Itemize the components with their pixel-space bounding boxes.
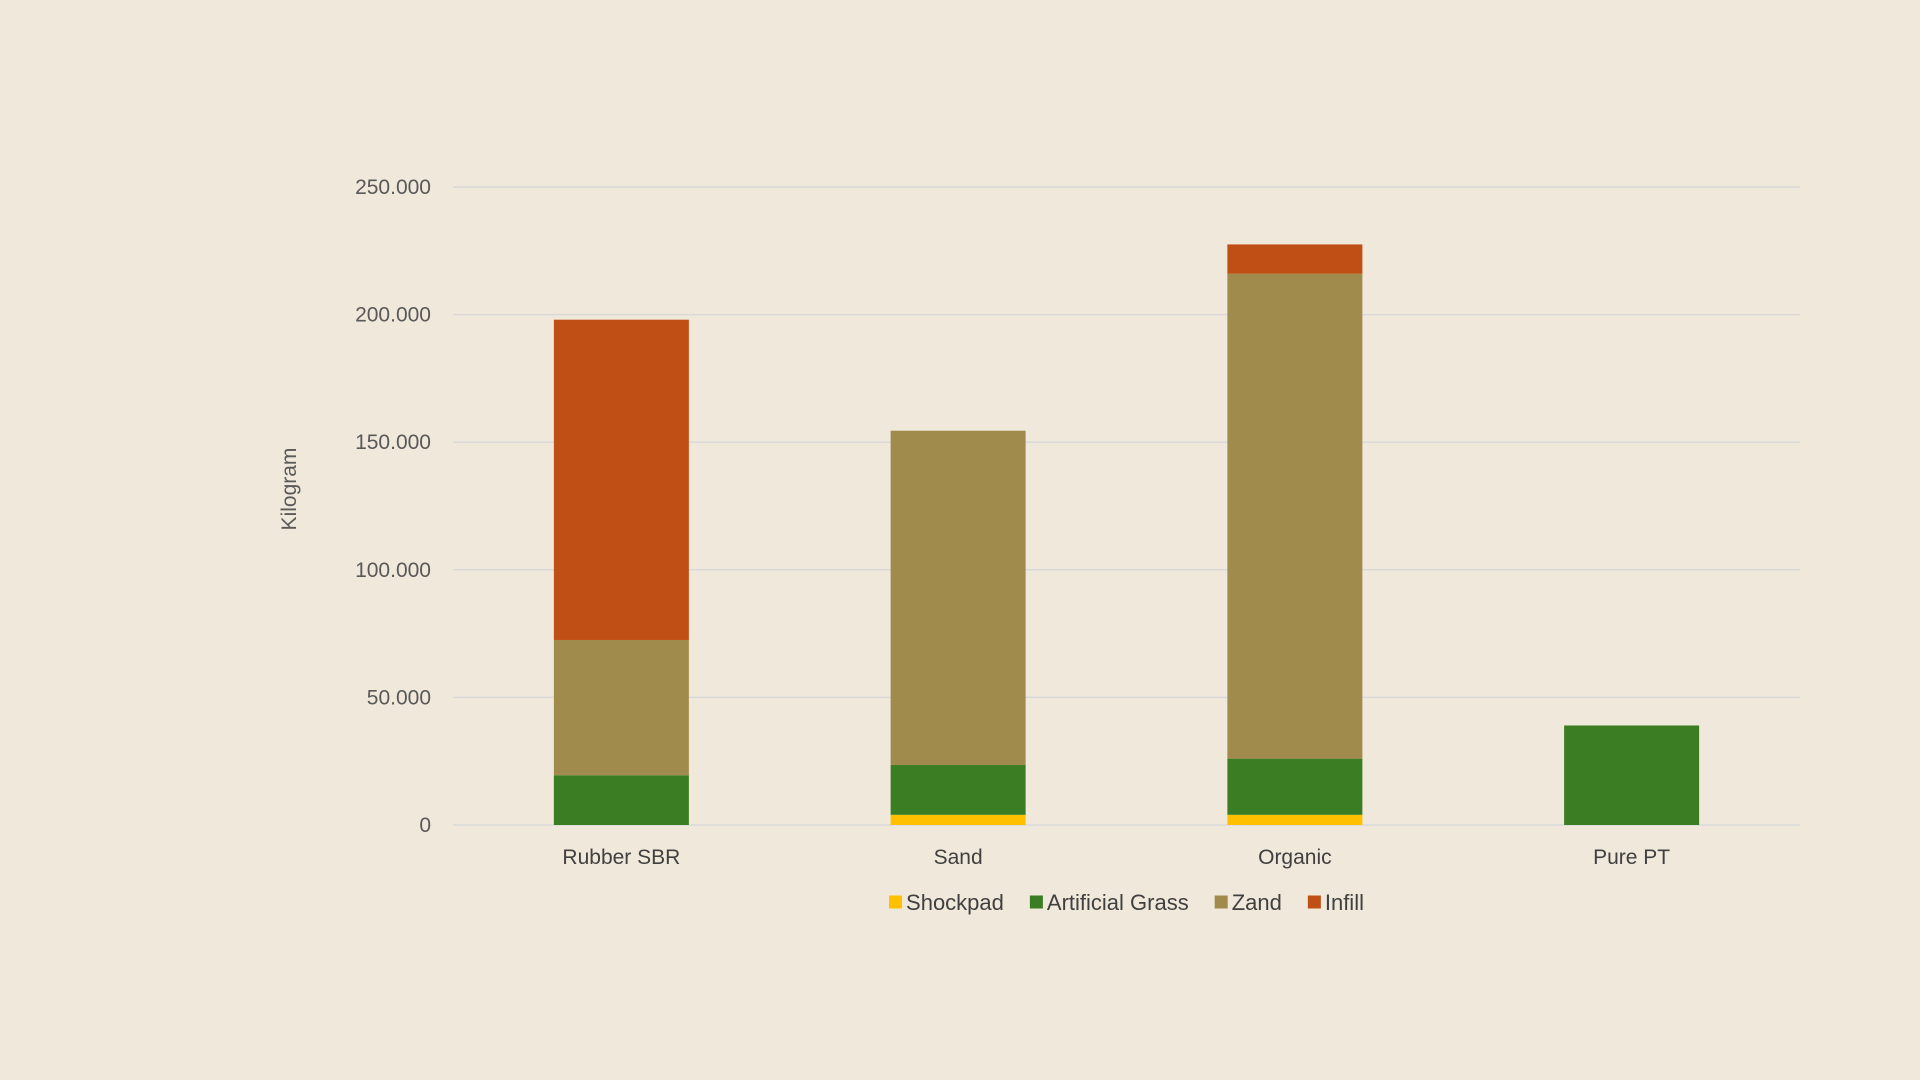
bar-segment xyxy=(890,430,1026,766)
bar-segment xyxy=(553,639,689,776)
x-category-label: Organic xyxy=(1258,846,1332,869)
legend-item: Artificial Grass xyxy=(1029,890,1189,915)
y-tick-label: 150.000 xyxy=(355,431,431,454)
y-tick-label: 100.000 xyxy=(355,559,431,582)
bar-segment xyxy=(1227,273,1363,759)
bar-segment xyxy=(1227,758,1363,815)
bar-segment xyxy=(1227,244,1363,274)
legend-label: Artificial Grass xyxy=(1047,890,1189,915)
x-category-label: Pure PT xyxy=(1593,846,1670,869)
bar-segment xyxy=(1227,814,1363,825)
legend-item: Shockpad xyxy=(889,890,1004,915)
y-tick-label: 0 xyxy=(419,814,431,837)
legend-swatch xyxy=(889,895,903,909)
legend-label: Zand xyxy=(1232,890,1282,915)
x-category-label: Sand xyxy=(934,846,983,869)
bar-segment xyxy=(553,319,689,640)
y-tick-label: 50.000 xyxy=(367,686,431,709)
legend-item: Infill xyxy=(1307,890,1364,915)
legend-swatch xyxy=(1029,895,1043,909)
bar-segment xyxy=(890,765,1026,815)
x-category-label: Rubber SBR xyxy=(562,846,680,869)
legend-item: Zand xyxy=(1214,890,1282,915)
legend-label: Infill xyxy=(1325,890,1364,915)
bars xyxy=(553,244,1700,825)
y-axis-ticks: 0 50.000 100.000 150.000 200.000 250.000 xyxy=(355,176,431,837)
bar-segment xyxy=(553,775,689,825)
y-tick-label: 250.000 xyxy=(355,176,431,199)
legend-label: Shockpad xyxy=(906,890,1004,915)
y-tick-label: 200.000 xyxy=(355,304,431,327)
x-axis-categories: Rubber SBR Sand Organic Pure PT xyxy=(562,846,1670,869)
bar-segment xyxy=(1564,725,1700,825)
bar-segment xyxy=(890,814,1026,825)
legend: Shockpad Artificial Grass Zand Infill xyxy=(889,890,1364,915)
legend-swatch xyxy=(1214,895,1228,909)
y-axis-title: Kilogram xyxy=(278,448,301,531)
legend-swatch xyxy=(1307,895,1321,909)
